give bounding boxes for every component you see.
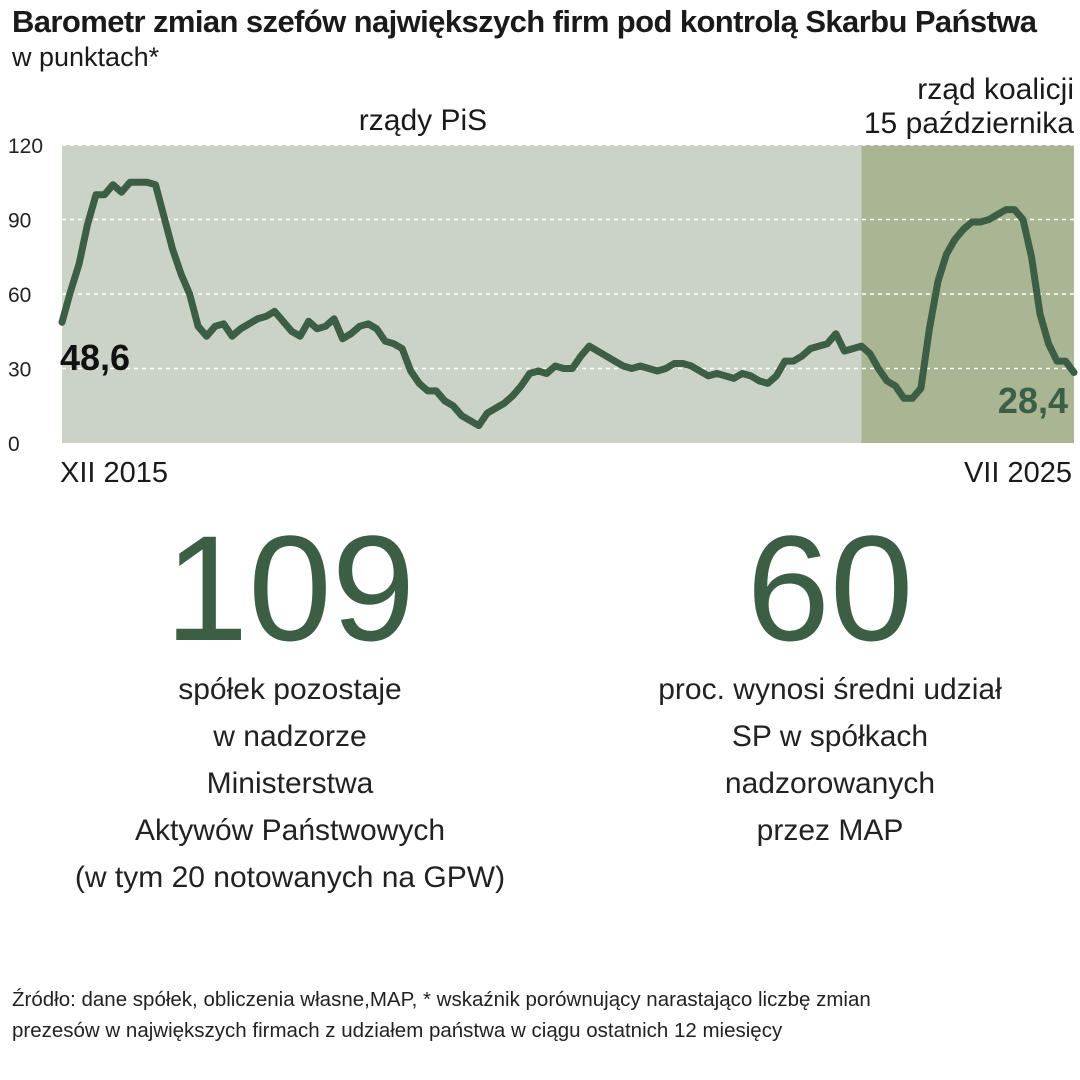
y-tick-label: 60 — [8, 284, 31, 307]
period-label-coalition-line2: 15 października — [864, 107, 1074, 140]
source-line: Źródło: dane spółek, obliczenia własne,M… — [12, 988, 871, 1011]
stat-description-share: proc. wynosi średni udział SP w spółkach… — [550, 666, 1080, 854]
stat-description-line: spółek pozostaje — [178, 673, 402, 706]
source-line: prezesów w największych firmach z udział… — [12, 1019, 783, 1042]
period-label-coalition-line1: rząd koalicji — [917, 73, 1074, 106]
stat-description-line: (w tym 20 notowanych na GPW) — [74, 861, 506, 894]
page-subtitle: w punktach* — [12, 42, 160, 72]
stat-description-line: przez MAP — [756, 814, 904, 847]
stat-value-companies: 109 — [164, 504, 416, 672]
stat-description-line: Aktywów Państwowych — [134, 814, 446, 847]
y-tick-label: 30 — [8, 359, 31, 382]
stat-description-companies: spółek pozostaje w nadzorze Ministerstwa… — [10, 666, 570, 901]
stat-description-line: w nadzorze — [213, 720, 367, 753]
end-value-label: 28,4 — [998, 380, 1068, 421]
stat-description-line: Ministerstwa — [206, 767, 374, 800]
stat-value-share: 60 — [746, 504, 914, 672]
stat-description-line: SP w spółkach — [731, 720, 929, 753]
page-title: Barometr zmian szefów największych firm … — [12, 4, 1037, 39]
y-tick-label: 120 — [8, 135, 43, 158]
x-axis-start-label: XII 2015 — [60, 457, 168, 489]
period-label-pis: rządy PiS — [359, 104, 487, 137]
stat-description-line: nadzorowanych — [724, 767, 936, 800]
y-tick-label: 0 — [8, 433, 20, 456]
source-note: Źródło: dane spółek, obliczenia własne,M… — [12, 984, 1062, 1046]
series-line — [58, 178, 1078, 430]
y-tick-label: 90 — [8, 210, 31, 233]
period-background-1 — [62, 145, 862, 443]
start-value-label: 48,6 — [60, 337, 130, 378]
x-axis-end-label: VII 2025 — [964, 457, 1072, 489]
stat-description-line: proc. wynosi średni udział — [658, 673, 1002, 706]
